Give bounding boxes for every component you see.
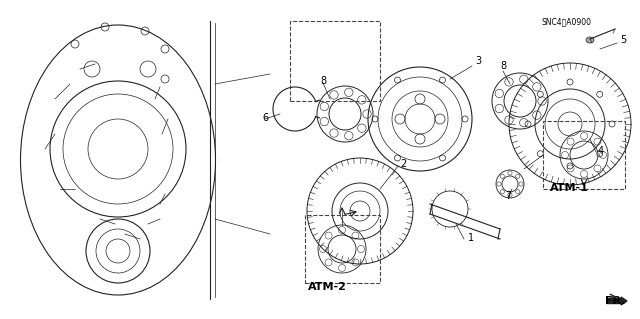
Text: 8: 8: [500, 61, 506, 71]
Text: FR.: FR.: [605, 296, 625, 306]
Bar: [543, 121, 625, 189]
Text: 1: 1: [468, 233, 474, 243]
Text: 7: 7: [505, 191, 511, 201]
Text: 4: 4: [598, 146, 604, 156]
FancyArrow shape: [607, 297, 627, 305]
Bar: [305, 215, 380, 283]
Ellipse shape: [586, 37, 594, 43]
Text: SNC4－A0900: SNC4－A0900: [542, 17, 592, 26]
Text: 2: 2: [400, 159, 406, 169]
Text: ATM-2: ATM-2: [308, 282, 347, 292]
Text: 3: 3: [475, 56, 481, 66]
Text: 6: 6: [262, 113, 268, 123]
Text: 5: 5: [620, 35, 627, 45]
Text: ATM-1: ATM-1: [550, 183, 589, 193]
Text: 8: 8: [320, 76, 326, 86]
Bar: [290, 21, 380, 101]
